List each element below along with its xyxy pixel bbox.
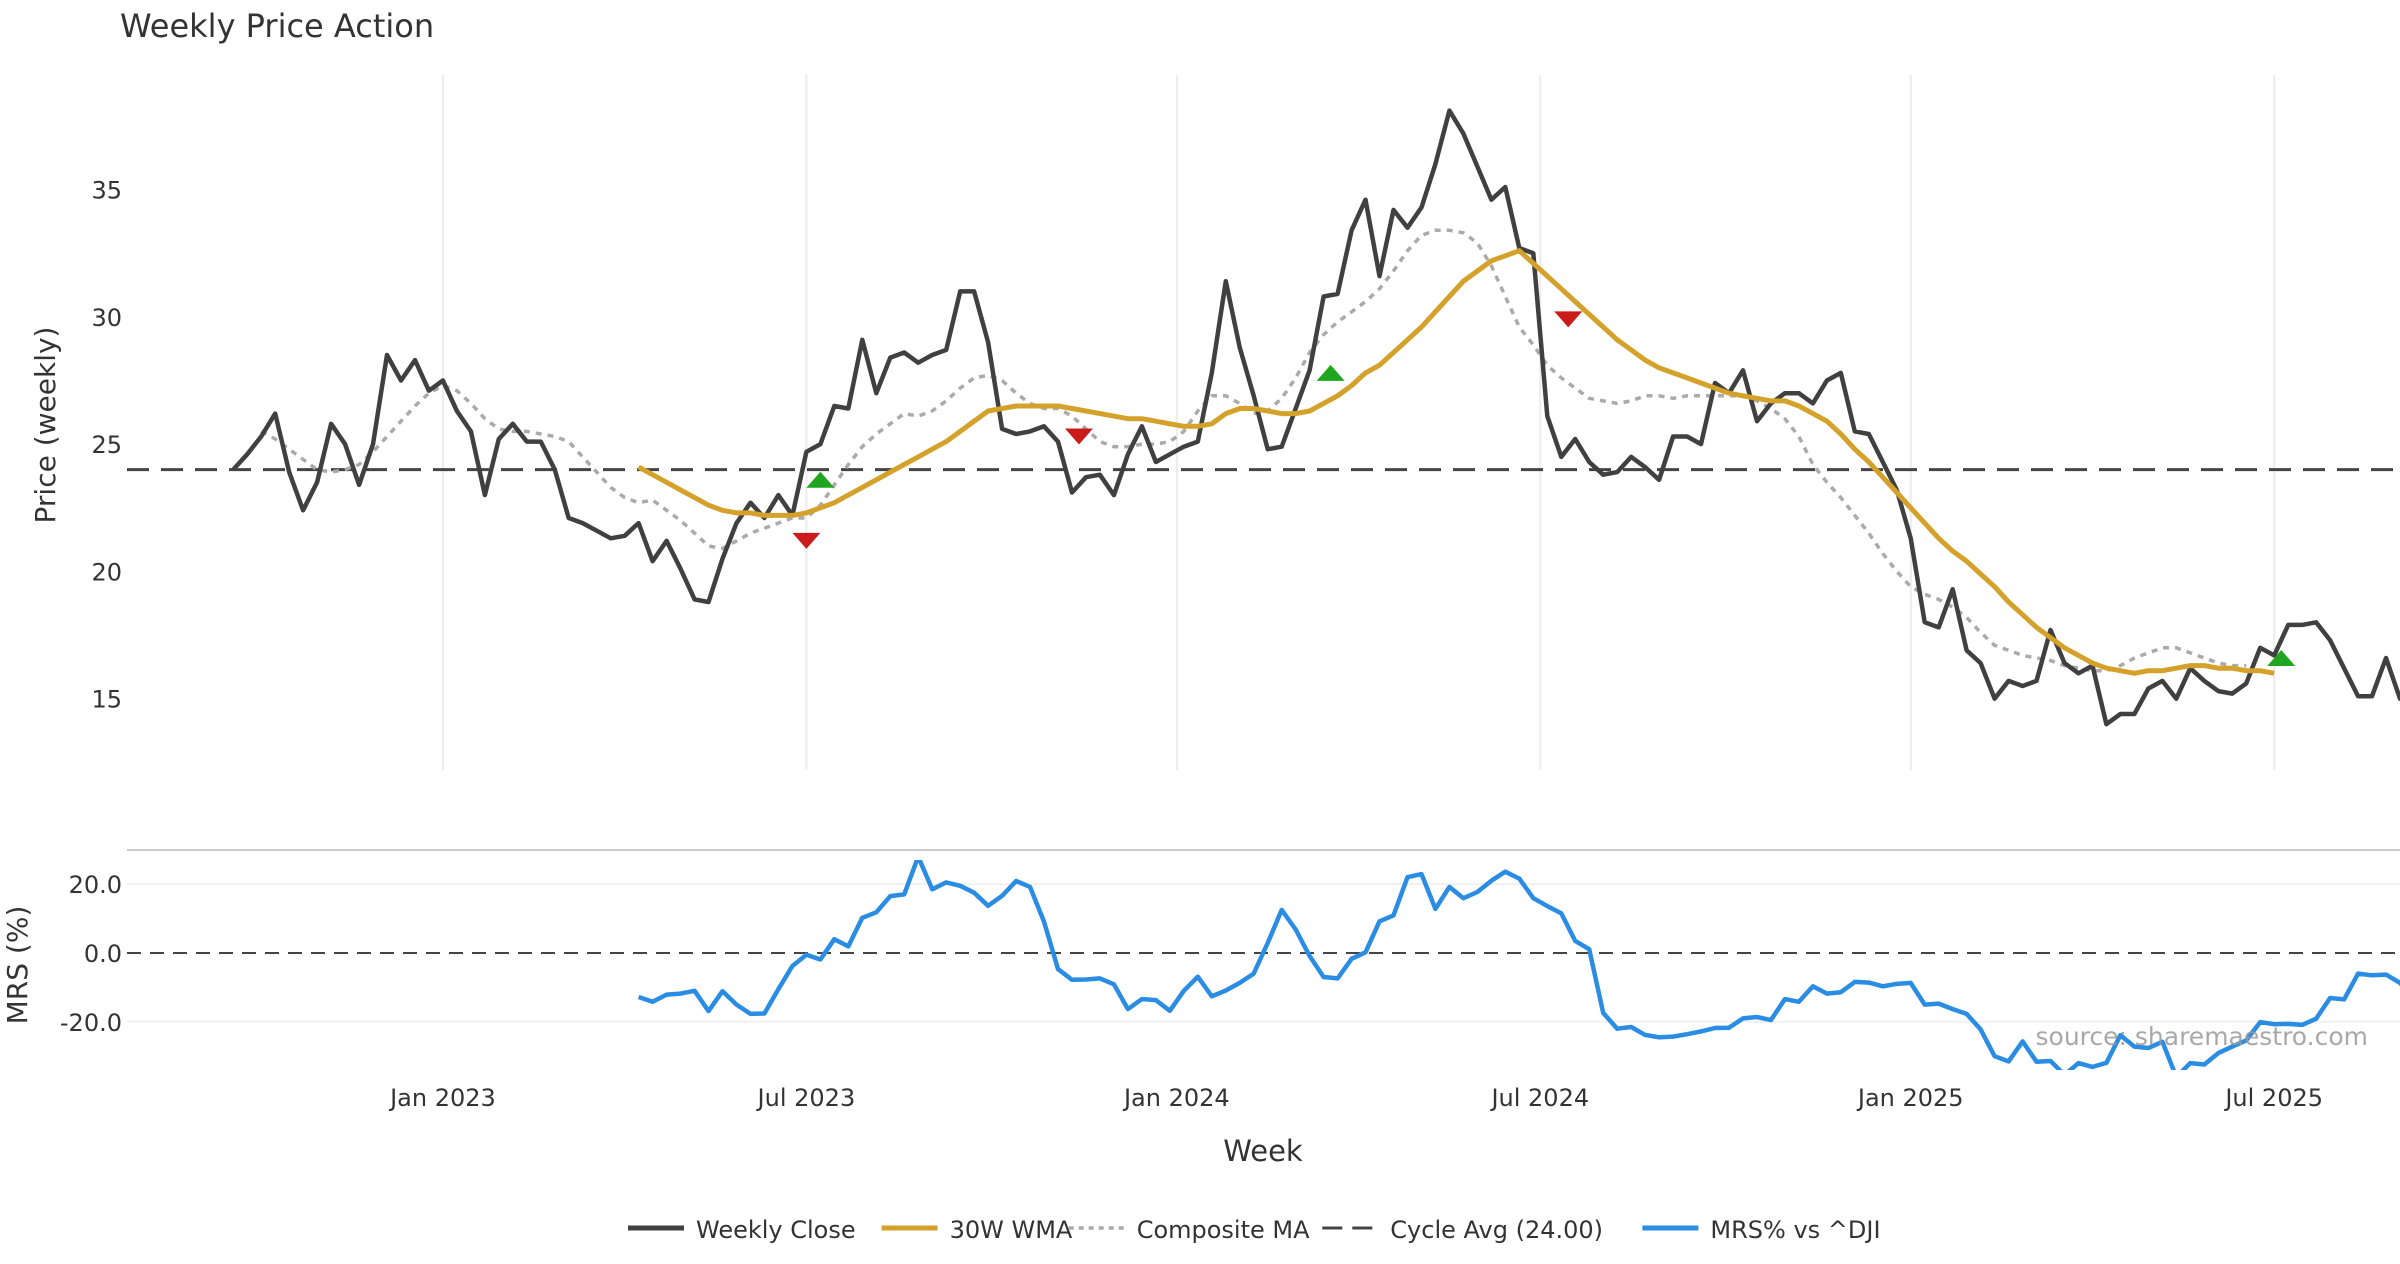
- price-series-lines: [127, 108, 2400, 727]
- x-tick-label: Jan 2023: [388, 1084, 496, 1112]
- price-y-tick-label: 30: [91, 304, 122, 332]
- price-y-tick-labels: 15 20 25 30 35: [91, 177, 122, 714]
- x-axis-label: Week: [1223, 1134, 1303, 1168]
- mrs-y-axis-label: MRS (%): [1, 906, 34, 1025]
- buy-signal-marker: [2267, 649, 2296, 666]
- composite-ma-line: [260, 228, 2247, 673]
- mrs-line: [637, 860, 2400, 1070]
- mrs-y-tick-labels: 20.0 0.0 -20.0: [60, 871, 122, 1037]
- chart-title: Weekly Price Action: [120, 7, 434, 45]
- x-tick-label: Jan 2024: [1122, 1084, 1230, 1112]
- wma-30w-line: [637, 248, 2275, 676]
- mrs-series-lines: [637, 860, 2400, 1070]
- sell-signal-marker: [1064, 428, 1093, 445]
- legend-label-close: Weekly Close: [696, 1216, 856, 1244]
- mrs-y-tick-label: 20.0: [69, 871, 122, 899]
- source-watermark: source: sharemaestro.com: [2036, 1022, 2369, 1051]
- x-tick-labels: Jan 2023 Jul 2023 Jan 2024 Jul 2024 Jan 2025…: [388, 1084, 2323, 1112]
- x-tick-label: Jan 2025: [1856, 1084, 1964, 1112]
- signal-markers: [792, 311, 2296, 666]
- buy-signal-marker: [806, 471, 835, 488]
- weekly-close-line: [231, 108, 2400, 727]
- sell-signal-marker: [1554, 311, 1583, 328]
- x-tick-label: Jul 2025: [2223, 1084, 2323, 1112]
- legend-label-wma: 30W WMA: [950, 1216, 1073, 1244]
- price-gridlines: [441, 75, 2276, 770]
- mrs-y-tick-label: 0.0: [84, 940, 122, 968]
- legend-label-mrs: MRS% vs ^DJI: [1710, 1216, 1880, 1244]
- legend: Weekly Close 30W WMA Composite MA Cycle Avg…: [628, 1216, 1881, 1244]
- price-y-tick-label: 35: [91, 177, 122, 205]
- price-y-tick-label: 20: [91, 558, 122, 586]
- price-y-tick-label: 25: [91, 431, 122, 459]
- price-y-tick-label: 15: [91, 686, 122, 714]
- price-y-axis-label: Price (weekly): [29, 327, 62, 524]
- legend-label-composite: Composite MA: [1137, 1216, 1310, 1244]
- x-tick-label: Jul 2024: [1489, 1084, 1589, 1112]
- legend-label-cycle: Cycle Avg (24.00): [1390, 1216, 1603, 1244]
- sell-signal-marker: [792, 532, 821, 549]
- mrs-y-tick-label: -20.0: [60, 1009, 122, 1037]
- buy-signal-marker: [1316, 364, 1345, 381]
- x-tick-label: Jul 2023: [756, 1084, 856, 1112]
